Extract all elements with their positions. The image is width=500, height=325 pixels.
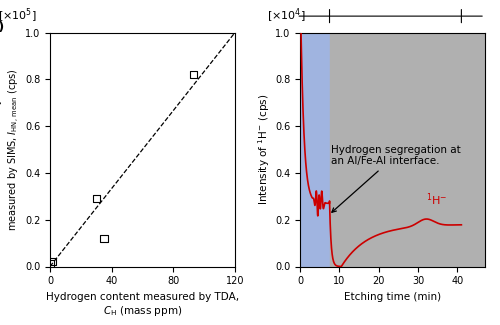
Text: [$\times$10$^{4}$]: [$\times$10$^{4}$]: [266, 7, 306, 25]
X-axis label: Etching time (min): Etching time (min): [344, 292, 441, 302]
Point: [190, 72, 198, 77]
Point: [92, 196, 100, 201]
Y-axis label: Intensity of $^{1}$H$^{-}$ (cps): Intensity of $^{1}$H$^{-}$ (cps): [256, 94, 272, 205]
Y-axis label: Mean value of  net intensity of $^{1}$H$^{-}$
measured by SIMS, $I_{\rm HN,\,mea: Mean value of net intensity of $^{1}$H$^…: [0, 64, 22, 235]
Text: Base: Base: [460, 0, 487, 2]
Text: Al: Al: [310, 0, 320, 2]
Bar: [330, 32, 485, 266]
Text: $^{1}$H$^{-}$: $^{1}$H$^{-}$: [426, 191, 448, 208]
Bar: [300, 32, 330, 266]
X-axis label: Hydrogen content measured by TDA,
$C_{\rm H}$ (mass ppm): Hydrogen content measured by TDA, $C_{\r…: [46, 292, 239, 318]
Text: (a): (a): [0, 21, 6, 34]
Point: [100, 236, 108, 241]
Text: [$\times$10$^{5}$]: [$\times$10$^{5}$]: [0, 7, 37, 25]
Point: [47, 262, 55, 267]
Text: Fe-Al: Fe-Al: [382, 0, 409, 2]
Point: [48, 259, 56, 265]
Text: Hydrogen segregation at
an Al/Fe-Al interface.: Hydrogen segregation at an Al/Fe-Al inte…: [330, 145, 460, 212]
